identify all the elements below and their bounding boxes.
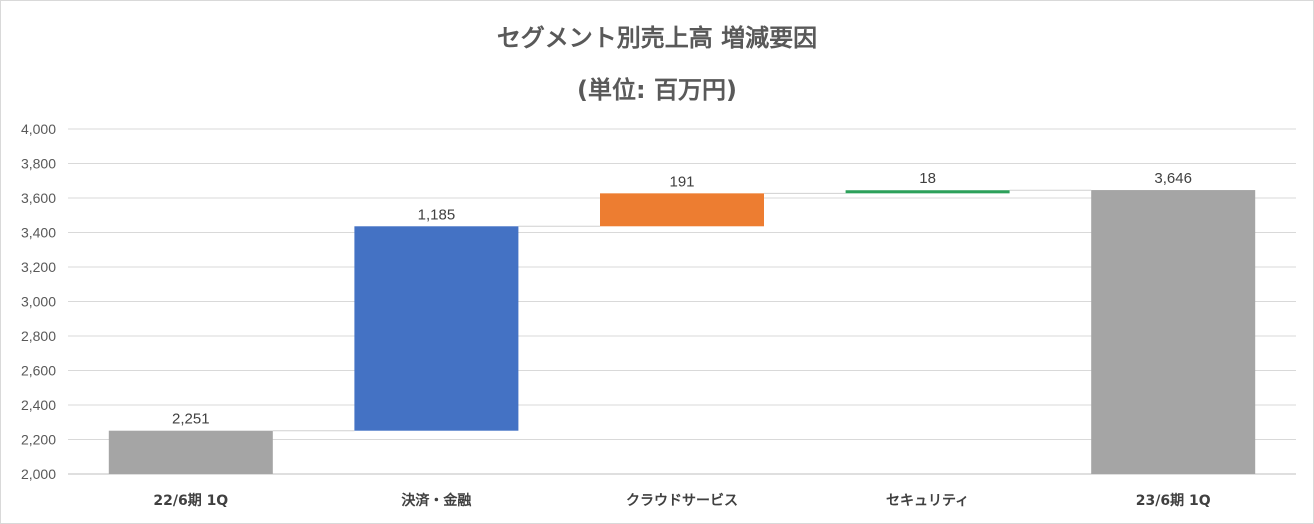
data-label: 3,646	[1154, 170, 1192, 187]
bar-1	[108, 430, 273, 474]
bar-2	[354, 226, 519, 431]
data-label: 18	[919, 170, 936, 187]
category-label: クラウドサービス	[626, 493, 738, 509]
category-label: セキュリティ	[886, 493, 969, 509]
y-tick-label: 3,000	[21, 294, 56, 310]
chart-title: セグメント別売上高 増減要因	[496, 24, 818, 52]
data-label: 191	[669, 173, 694, 190]
bar-4	[845, 190, 1010, 194]
y-tick-label: 3,400	[21, 225, 56, 241]
data-label: 1,185	[418, 206, 456, 223]
y-tick-label: 2,600	[21, 363, 56, 379]
y-tick-label: 2,400	[21, 397, 56, 413]
y-tick-label: 4,000	[21, 121, 56, 137]
y-tick-label: 3,800	[21, 156, 56, 172]
bar-5	[1091, 190, 1256, 474]
data-label: 2,251	[172, 411, 210, 428]
category-label: 決済・金融	[401, 492, 471, 509]
y-tick-label: 2,800	[21, 328, 56, 344]
y-tick-label: 3,600	[21, 190, 56, 206]
bar-3	[600, 193, 764, 227]
y-tick-label: 3,200	[21, 259, 56, 275]
chart-subtitle: (単位: 百万円)	[577, 76, 737, 104]
category-label: 23/6期 1Q	[1136, 493, 1211, 509]
y-tick-label: 2,000	[21, 466, 56, 482]
category-label: 22/6期 1Q	[153, 493, 228, 509]
y-tick-label: 2,200	[21, 432, 56, 448]
